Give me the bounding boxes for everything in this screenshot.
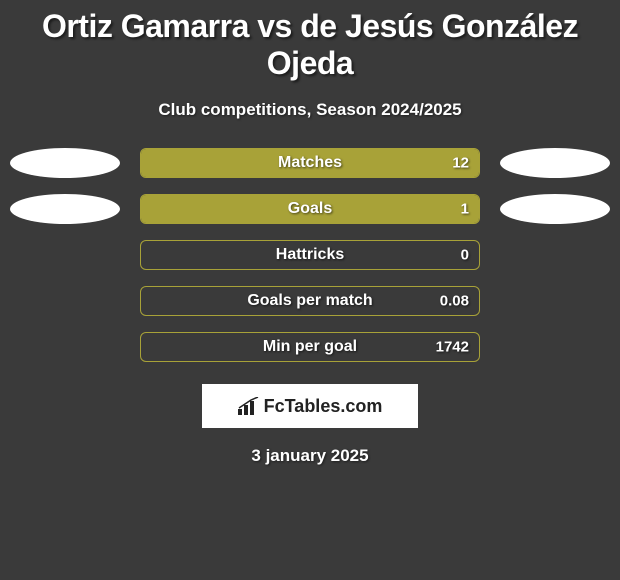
stat-label: Matches — [278, 154, 342, 172]
stat-value: 0.08 — [440, 293, 469, 310]
stat-value: 12 — [452, 155, 469, 172]
stat-value: 0 — [461, 247, 469, 264]
player-left-marker — [10, 194, 120, 224]
player-left-marker — [10, 148, 120, 178]
player-right-marker — [500, 194, 610, 224]
stat-value: 1742 — [436, 339, 469, 356]
subtitle: Club competitions, Season 2024/2025 — [0, 100, 620, 120]
stat-label: Hattricks — [276, 246, 344, 264]
stat-label: Goals per match — [247, 292, 372, 310]
stat-bar: Min per goal 1742 — [140, 332, 480, 362]
stat-value: 1 — [461, 201, 469, 218]
stat-bar: Hattricks 0 — [140, 240, 480, 270]
stats-area: Matches 12 Goals 1 Hattricks 0 Goals per match… — [0, 148, 620, 362]
stat-label: Goals — [288, 200, 332, 218]
stat-bar: Goals per match 0.08 — [140, 286, 480, 316]
logo-box[interactable]: FcTables.com — [202, 384, 418, 428]
stat-label: Min per goal — [263, 338, 357, 356]
stat-bar: Goals 1 — [140, 194, 480, 224]
logo-text: FcTables.com — [264, 396, 383, 417]
stat-row: Goals 1 — [0, 194, 620, 224]
comparison-card: Ortiz Gamarra vs de Jesús González Ojeda… — [0, 0, 620, 466]
stat-bar: Matches 12 — [140, 148, 480, 178]
stat-row: Hattricks 0 — [0, 240, 620, 270]
date-line: 3 january 2025 — [0, 446, 620, 466]
stat-row: Matches 12 — [0, 148, 620, 178]
stat-row: Min per goal 1742 — [0, 332, 620, 362]
bar-chart-icon — [238, 397, 260, 415]
page-title: Ortiz Gamarra vs de Jesús González Ojeda — [0, 8, 620, 82]
stat-row: Goals per match 0.08 — [0, 286, 620, 316]
player-right-marker — [500, 148, 610, 178]
